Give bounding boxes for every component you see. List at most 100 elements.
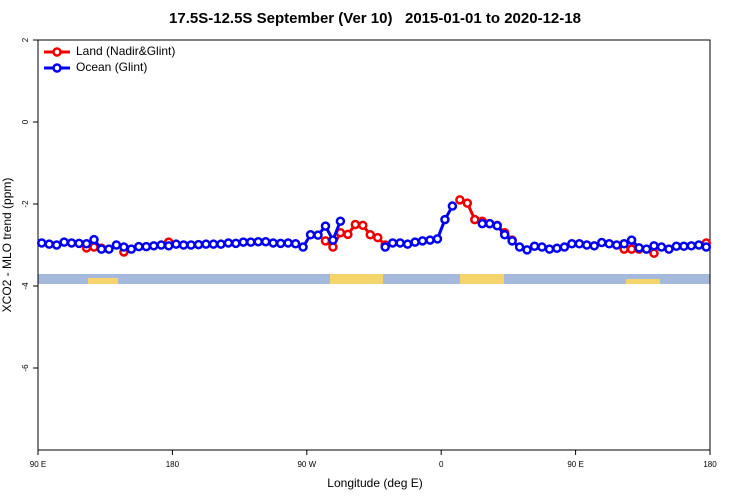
data-point (268, 238, 278, 248)
x-tick-label: 180 (166, 460, 180, 469)
data-point (432, 234, 443, 244)
legend-label: Land (Nadir&Glint) (76, 44, 175, 58)
legend-marker (52, 63, 62, 73)
data-point (201, 239, 211, 249)
data-point (484, 218, 495, 229)
x-axis-label: Longitude (deg E) (327, 476, 422, 490)
x-tick-label: 90 W (297, 460, 316, 469)
data-point (216, 239, 226, 249)
data-point (298, 242, 308, 252)
data-point (193, 239, 204, 250)
legend-label: Ocean (Glint) (76, 60, 147, 74)
data-point (671, 241, 682, 251)
y-tick-label: -2 (21, 200, 30, 208)
data-point (260, 236, 271, 247)
land-mask-strip (38, 274, 710, 284)
data-point (455, 195, 465, 205)
data-point (649, 248, 659, 258)
data-point (679, 241, 689, 251)
x-tick-label: 90 E (567, 460, 583, 469)
data-point (410, 237, 420, 247)
x-tick-label: 0 (439, 460, 444, 469)
series (36, 201, 712, 255)
y-axis-label: XCO2 - MLO trend (ppm) (0, 178, 14, 313)
data-point (343, 229, 353, 240)
data-point (59, 237, 69, 247)
data-point (66, 238, 77, 248)
data-point (634, 243, 644, 253)
data-point (395, 238, 405, 248)
land-strip (626, 279, 660, 284)
data-point (544, 244, 555, 254)
data-point (611, 240, 622, 250)
data-point (417, 236, 428, 246)
data-point (313, 230, 323, 240)
data-point (253, 236, 264, 247)
data-point (171, 239, 181, 249)
data-point (44, 239, 54, 249)
data-point (148, 241, 159, 251)
y-tick-label: 2 (21, 37, 30, 42)
data-point (470, 214, 480, 225)
data-point (238, 237, 249, 247)
data-point (141, 241, 152, 252)
data-point (275, 238, 286, 249)
data-point (358, 220, 368, 231)
legend: Land (Nadir&Glint) Ocean (Glint) (44, 44, 175, 74)
data-point (208, 239, 219, 249)
x-tick-label: 90 E (30, 460, 46, 469)
data-point (350, 219, 361, 230)
data-point (186, 240, 196, 250)
data-point (51, 240, 62, 250)
y-tick-label: -6 (21, 364, 30, 372)
data-point (96, 244, 107, 254)
data-point (387, 238, 398, 248)
data-point (372, 232, 383, 243)
data-point (305, 230, 316, 240)
y-tick-label: -4 (21, 282, 30, 290)
data-point (402, 239, 413, 249)
data-point (447, 201, 458, 211)
data-point (119, 242, 129, 252)
land-strip (330, 274, 383, 284)
data-point (522, 245, 532, 255)
data-point (686, 241, 697, 251)
data-point (701, 242, 712, 252)
data-point (365, 230, 376, 240)
data-point (246, 237, 256, 247)
data-point (283, 238, 293, 248)
data-point (619, 239, 629, 249)
y-tick-label: 0 (21, 119, 30, 124)
data-point (529, 241, 540, 251)
data-point (477, 218, 488, 229)
data-point (626, 235, 637, 245)
data-point (552, 243, 562, 254)
data-point (328, 235, 338, 245)
data-point (574, 239, 585, 249)
data-point (36, 238, 47, 248)
data-point (134, 241, 144, 252)
data-point (499, 230, 510, 240)
data-point (231, 238, 241, 249)
data-point (74, 238, 84, 249)
data-point (596, 237, 607, 248)
data-point (163, 241, 174, 251)
data-point (537, 242, 547, 252)
data-point (559, 242, 570, 252)
data-point (582, 240, 592, 250)
data-point (664, 244, 674, 254)
data-point (507, 236, 517, 246)
data-point (380, 242, 390, 252)
data-point (641, 244, 652, 254)
data-point (126, 244, 137, 254)
data-point (656, 242, 667, 252)
data-point (440, 214, 450, 225)
data-point (178, 240, 189, 250)
data-point (89, 234, 99, 245)
data-point (156, 240, 166, 250)
data-point (604, 239, 614, 249)
data-point (111, 240, 122, 250)
data-point (626, 244, 637, 254)
data-point (514, 242, 525, 252)
